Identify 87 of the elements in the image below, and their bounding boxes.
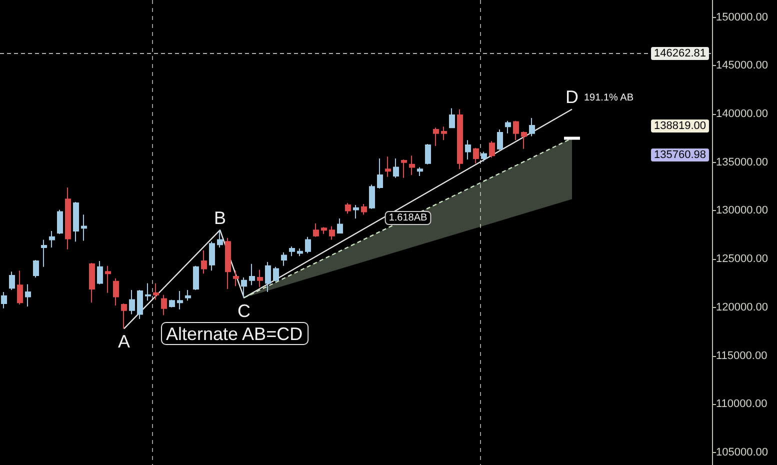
data-label: D	[566, 87, 578, 108]
candlestick	[153, 282, 159, 300]
candlestick	[33, 260, 39, 278]
annotation: Alternate AB=CD	[166, 324, 303, 344]
candlestick	[129, 290, 135, 315]
data-label: B	[214, 208, 226, 228]
candlestick	[289, 246, 295, 257]
candlestick	[529, 117, 535, 137]
candlestick	[313, 222, 319, 238]
y-tick-label: 140000.00	[716, 108, 768, 120]
candlestick	[201, 250, 207, 274]
candlestick	[273, 266, 279, 282]
candlestick	[433, 127, 439, 146]
candlestick	[329, 226, 335, 240]
candlestick	[25, 284, 31, 307]
candlestick	[185, 290, 191, 302]
y-tick-label: 105000.00	[716, 446, 768, 458]
candlestick	[81, 214, 87, 242]
candlestick	[409, 155, 415, 176]
candlestick	[401, 159, 407, 178]
candlestick	[17, 270, 23, 306]
candlestick	[225, 237, 231, 290]
candlestick	[337, 218, 343, 234]
y-tick-label: 150000.00	[716, 11, 768, 24]
candlestick	[9, 271, 15, 291]
candlestick	[57, 209, 63, 234]
y-tick-label: 110000.00	[716, 398, 768, 410]
candlestick	[353, 204, 359, 219]
candlestick	[233, 270, 239, 287]
candlestick	[49, 230, 55, 248]
candlestick	[249, 263, 255, 286]
annotation: 1.618AB	[388, 212, 428, 224]
annotation: 135760.98	[654, 149, 706, 161]
candlestick	[145, 282, 151, 302]
candlestick	[193, 265, 199, 291]
candlestick	[513, 120, 519, 141]
y-tick-label: 125000.00	[716, 253, 768, 266]
candlestick	[425, 144, 431, 165]
annotation: 191.1% AB	[584, 92, 634, 104]
y-tick-label: 135000.00	[716, 156, 768, 168]
candlestick	[321, 226, 327, 234]
candlestick	[441, 126, 447, 141]
candlestick	[361, 203, 367, 216]
candlestick	[161, 294, 167, 316]
annotation: 138819.00	[654, 120, 706, 132]
ref-line-label: 146262.81	[654, 48, 706, 60]
candlestick	[241, 276, 247, 298]
y-tick-label: 130000.00	[716, 204, 768, 217]
candlestick	[1, 291, 7, 309]
candlestick	[481, 151, 487, 162]
candlestick	[369, 184, 375, 210]
candlestick	[457, 108, 463, 170]
candlestick	[137, 290, 143, 320]
candlestick	[177, 290, 183, 310]
candlestick	[73, 202, 79, 242]
candlestick	[417, 166, 423, 176]
candlestick	[209, 241, 215, 272]
candlestick	[465, 140, 471, 160]
candlestick	[113, 278, 119, 306]
candlestick	[377, 158, 383, 190]
y-tick-label: 145000.00	[716, 60, 768, 72]
candlestick	[257, 269, 263, 288]
candlestick	[297, 248, 303, 257]
candlestick	[169, 299, 175, 308]
candlestick	[521, 130, 527, 150]
data-label: C	[238, 300, 250, 321]
candlestick	[281, 252, 287, 266]
y-tick-label: 120000.00	[716, 301, 768, 314]
candlestick	[65, 187, 71, 250]
candlestick	[505, 120, 511, 134]
candlestick	[489, 140, 495, 158]
candlestick	[89, 262, 95, 304]
candlestick	[41, 239, 47, 268]
candlestick	[105, 265, 111, 294]
candlestick	[393, 158, 399, 178]
candlestick	[265, 261, 271, 292]
candlestick	[497, 129, 503, 150]
candlestick	[217, 230, 223, 248]
candlestick	[305, 236, 311, 254]
data-label: A	[118, 332, 130, 352]
candlestick	[121, 303, 127, 330]
candlestick	[97, 260, 103, 285]
y-tick-label: 115000.00	[716, 350, 768, 362]
candlestick	[385, 156, 391, 178]
candlestick	[473, 147, 479, 164]
candlestick	[449, 108, 455, 128]
candlestick	[345, 202, 351, 214]
